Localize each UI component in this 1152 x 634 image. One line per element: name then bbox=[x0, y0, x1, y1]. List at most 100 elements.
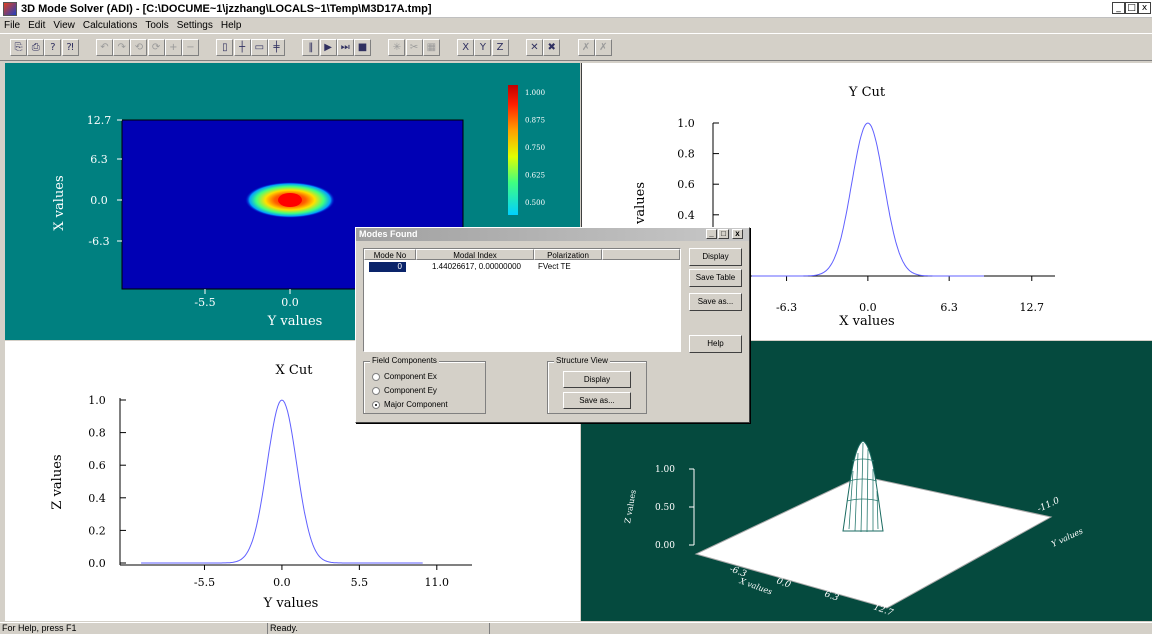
menu-view[interactable]: View bbox=[53, 19, 75, 31]
radio-major-component[interactable]: Major Component bbox=[372, 400, 448, 410]
xcut-y-tick: 0.6 bbox=[88, 459, 106, 472]
y-axis-icon[interactable]: Y bbox=[474, 39, 492, 56]
xcut-curve bbox=[141, 399, 423, 564]
xy-gray-icon[interactable]: ✗ bbox=[594, 39, 612, 56]
mode-peak bbox=[278, 193, 302, 207]
ycut-ylabel: values bbox=[633, 182, 648, 225]
xcut-xlabel: Y values bbox=[263, 596, 319, 611]
ycut-y-tick: 0.4 bbox=[677, 209, 695, 222]
ycut-xlabel: X values bbox=[839, 314, 894, 329]
radio-icon bbox=[372, 373, 380, 381]
xx-cross-icon[interactable]: ✖ bbox=[543, 39, 561, 56]
crosshair-icon[interactable]: ✳ bbox=[388, 39, 406, 56]
menu-settings[interactable]: Settings bbox=[176, 19, 213, 31]
x-cross-icon[interactable]: ✗ bbox=[577, 39, 595, 56]
modes-found-dialog: Modes Found _ □ x Mode No Modal Index Po… bbox=[355, 227, 750, 423]
modes-list[interactable]: Mode No Modal Index Polarization 0 1.440… bbox=[363, 248, 681, 352]
field-components-label: Field Components bbox=[370, 356, 439, 366]
rotate-left-icon[interactable]: ↶ bbox=[96, 39, 113, 56]
menu-file[interactable]: File bbox=[4, 19, 21, 31]
radio-icon bbox=[372, 387, 380, 395]
surface-z-tick-2: 0.00 bbox=[655, 541, 675, 551]
contour-x-tick: -5.5 bbox=[194, 296, 215, 309]
ycut-y-tick: 0.8 bbox=[677, 148, 695, 161]
menu-tools[interactable]: Tools bbox=[145, 19, 169, 31]
zoom-out-icon[interactable]: − bbox=[182, 39, 199, 56]
xcut-plot: X Cut 1.00.80.60.40.20.0 -5.5 0.0 5.5 11.0 … bbox=[50, 363, 472, 611]
rotate-right-icon[interactable]: ↷ bbox=[113, 39, 131, 56]
col-header-mode[interactable]: Mode No bbox=[364, 249, 416, 260]
dialog-minimize-button[interactable]: _ bbox=[706, 229, 717, 239]
radio-label: Component Ex bbox=[384, 372, 437, 381]
status-help-text: For Help, press F1 bbox=[0, 623, 268, 634]
surface-zlabel: Z values bbox=[623, 489, 638, 524]
xcut-y-tick: 0.8 bbox=[88, 427, 106, 440]
col-header-blank bbox=[602, 249, 680, 260]
rotate-right-2-icon[interactable]: ⟳ bbox=[147, 39, 165, 56]
contour-ylabel: X values bbox=[52, 175, 67, 230]
radio-label: Major Component bbox=[384, 400, 448, 409]
maximize-button[interactable]: □ bbox=[1125, 2, 1138, 14]
split-h2-icon[interactable]: ╪ bbox=[268, 39, 285, 56]
menu-help[interactable]: Help bbox=[220, 19, 242, 31]
print-icon[interactable]: ⎙ bbox=[27, 39, 45, 56]
z-axis-icon[interactable]: Z bbox=[491, 39, 509, 56]
save-table-button[interactable]: Save Table bbox=[689, 269, 742, 287]
col-header-polarization[interactable]: Polarization bbox=[534, 249, 602, 260]
menu-calculations[interactable]: Calculations bbox=[82, 19, 138, 31]
col-header-index[interactable]: Modal Index bbox=[416, 249, 534, 260]
minimize-button[interactable]: _ bbox=[1112, 2, 1125, 14]
split-h-icon[interactable]: ┼ bbox=[233, 39, 251, 56]
surface-ylabel: Y values bbox=[1050, 526, 1084, 548]
x-axis-icon[interactable]: X bbox=[457, 39, 475, 56]
step-icon[interactable]: ⏭ bbox=[336, 39, 354, 56]
rotate-left-2-icon[interactable]: ⟲ bbox=[130, 39, 148, 56]
modal-index-cell: 1.44026617, 0.00000000 bbox=[432, 262, 521, 271]
cut-icon[interactable]: ✂ bbox=[405, 39, 423, 56]
context-help-icon[interactable]: ⁈ bbox=[61, 39, 79, 56]
dialog-maximize-button[interactable]: □ bbox=[718, 229, 729, 239]
zoom-in-icon[interactable]: + bbox=[164, 39, 182, 56]
radio-selected-icon bbox=[372, 401, 380, 409]
surface-base bbox=[694, 475, 1053, 609]
xcut-x-tick: 0.0 bbox=[273, 576, 291, 589]
help-icon[interactable]: ? bbox=[44, 39, 62, 56]
stop-icon[interactable]: ■ bbox=[354, 39, 371, 56]
ycut-x-tick: 0.0 bbox=[859, 301, 877, 314]
pause-icon[interactable]: ‖ bbox=[302, 39, 320, 56]
mode-number-cell[interactable]: 0 bbox=[369, 262, 406, 272]
display-button[interactable]: Display bbox=[689, 248, 742, 266]
copy-icon[interactable]: ⎘ bbox=[10, 39, 27, 56]
save-as-button[interactable]: Save as... bbox=[689, 293, 742, 311]
radio-component-ey[interactable]: Component Ey bbox=[372, 386, 437, 396]
ycut-y-tick: 1.0 bbox=[677, 117, 695, 130]
field-components-group: Field Components Component Ex Component … bbox=[363, 356, 486, 414]
xy-cross-icon[interactable]: ✕ bbox=[526, 39, 543, 56]
structure-save-as-button[interactable]: Save as... bbox=[563, 392, 631, 409]
grid-icon[interactable]: ▦ bbox=[422, 39, 440, 56]
colorbar bbox=[508, 85, 518, 215]
surface-x-tick-2: 6.3 bbox=[823, 589, 840, 603]
help-button[interactable]: Help bbox=[689, 335, 742, 353]
xcut-y-tick: 0.4 bbox=[88, 492, 106, 505]
close-button[interactable]: x bbox=[1138, 2, 1151, 14]
ycut-title: Y Cut bbox=[848, 85, 886, 100]
play-icon[interactable]: ▶ bbox=[319, 39, 337, 56]
structure-display-button[interactable]: Display bbox=[563, 371, 631, 388]
ycut-x-tick: -6.3 bbox=[776, 301, 797, 314]
split-v2-icon[interactable]: ▭ bbox=[250, 39, 268, 56]
xcut-x-tick: 5.5 bbox=[351, 576, 369, 589]
status-state: Ready. bbox=[268, 623, 490, 634]
xcut-y-tick: 1.0 bbox=[88, 394, 106, 407]
radio-component-ex[interactable]: Component Ex bbox=[372, 372, 437, 382]
xcut-title: X Cut bbox=[276, 363, 314, 378]
dialog-close-button[interactable]: x bbox=[732, 229, 743, 239]
surface-y-tick-0: -11.0 bbox=[1036, 496, 1061, 515]
menu-edit[interactable]: Edit bbox=[28, 19, 46, 31]
surface-z-tick-0: 1.00 bbox=[655, 465, 675, 475]
split-v-icon[interactable]: ▯ bbox=[216, 39, 234, 56]
colorbar-label: 0.500 bbox=[525, 199, 545, 207]
toolbar: ⎘ ⎙? ⁈ ↶ ↷ ⟲ ⟳ + − ▯ ┼ ▭ ╪ ‖ ▶ ⏭ ■ ✳ ✂ ▦ X Y Z ✕ ✖ ✗ ✗ bbox=[0, 33, 1152, 61]
xcut-y-tick: 0.2 bbox=[88, 524, 106, 537]
surface-peak bbox=[842, 440, 884, 533]
